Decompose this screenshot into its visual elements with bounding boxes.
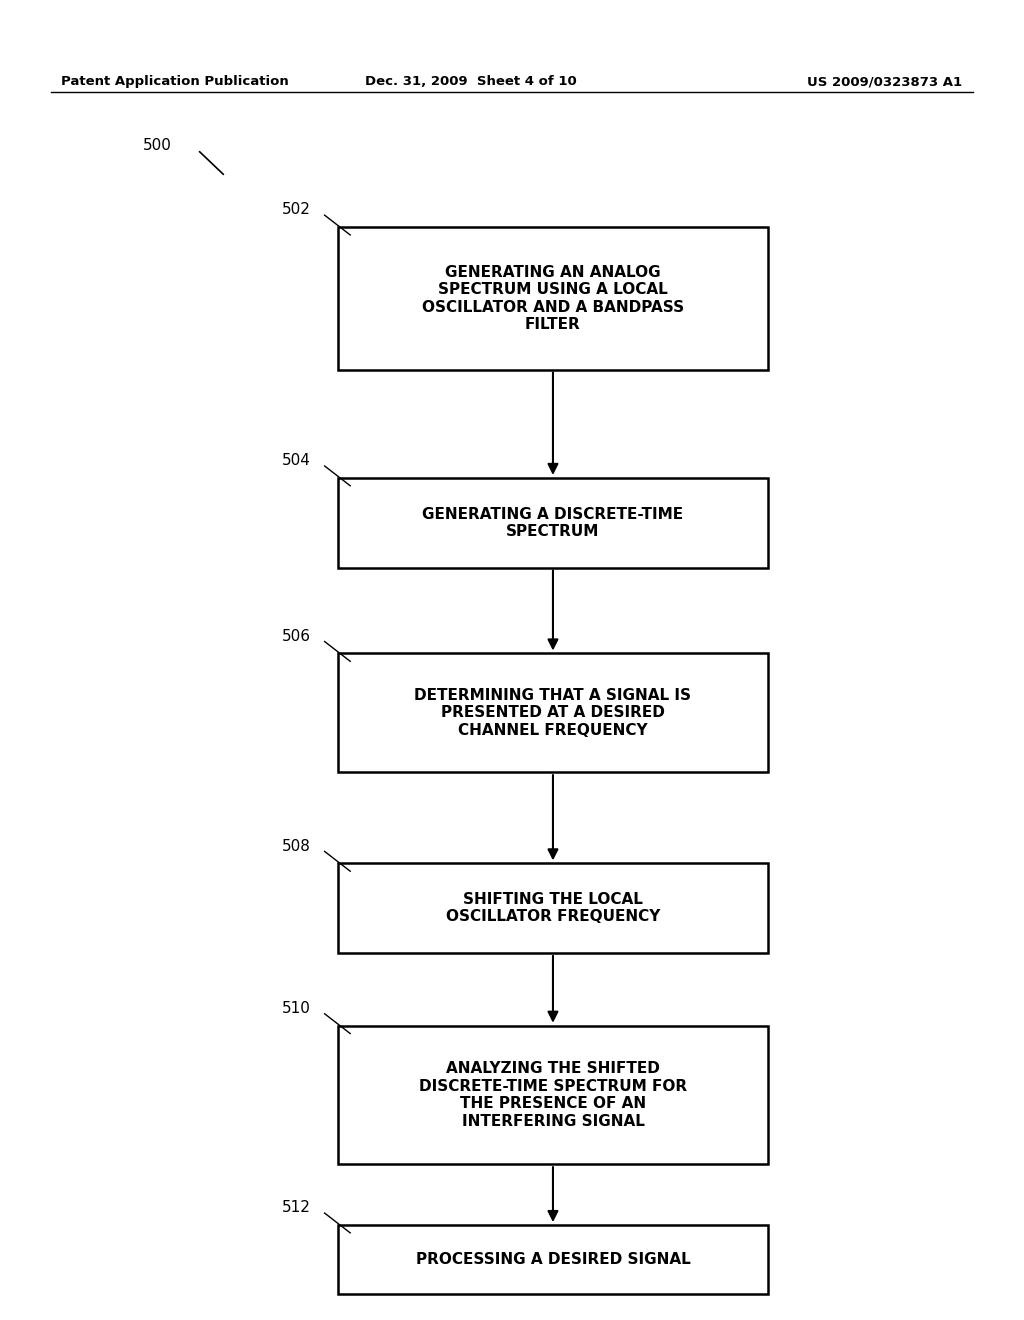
Text: US 2009/0323873 A1: US 2009/0323873 A1 — [808, 75, 963, 88]
Text: 500: 500 — [143, 137, 172, 153]
Bar — [338, 1026, 768, 1164]
Bar — [338, 1225, 768, 1294]
Text: PROCESSING A DESIRED SIGNAL: PROCESSING A DESIRED SIGNAL — [416, 1251, 690, 1267]
Text: DETERMINING THAT A SIGNAL IS
PRESENTED AT A DESIRED
CHANNEL FREQUENCY: DETERMINING THAT A SIGNAL IS PRESENTED A… — [415, 688, 691, 738]
Text: GENERATING AN ANALOG
SPECTRUM USING A LOCAL
OSCILLATOR AND A BANDPASS
FILTER: GENERATING AN ANALOG SPECTRUM USING A LO… — [422, 265, 684, 331]
Text: SHIFTING THE LOCAL
OSCILLATOR FREQUENCY: SHIFTING THE LOCAL OSCILLATOR FREQUENCY — [445, 892, 660, 924]
Text: 504: 504 — [282, 453, 310, 469]
Bar — [338, 227, 768, 370]
Text: 502: 502 — [282, 202, 310, 218]
Text: Patent Application Publication: Patent Application Publication — [61, 75, 289, 88]
Text: 506: 506 — [282, 628, 310, 644]
Text: Dec. 31, 2009  Sheet 4 of 10: Dec. 31, 2009 Sheet 4 of 10 — [366, 75, 577, 88]
Text: ANALYZING THE SHIFTED
DISCRETE-TIME SPECTRUM FOR
THE PRESENCE OF AN
INTERFERING : ANALYZING THE SHIFTED DISCRETE-TIME SPEC… — [419, 1061, 687, 1129]
Bar — [338, 478, 768, 568]
Text: 508: 508 — [282, 838, 310, 854]
Bar — [338, 653, 768, 772]
Text: 510: 510 — [282, 1001, 310, 1016]
Text: 512: 512 — [282, 1200, 310, 1216]
Text: GENERATING A DISCRETE-TIME
SPECTRUM: GENERATING A DISCRETE-TIME SPECTRUM — [422, 507, 684, 539]
Bar — [338, 863, 768, 953]
